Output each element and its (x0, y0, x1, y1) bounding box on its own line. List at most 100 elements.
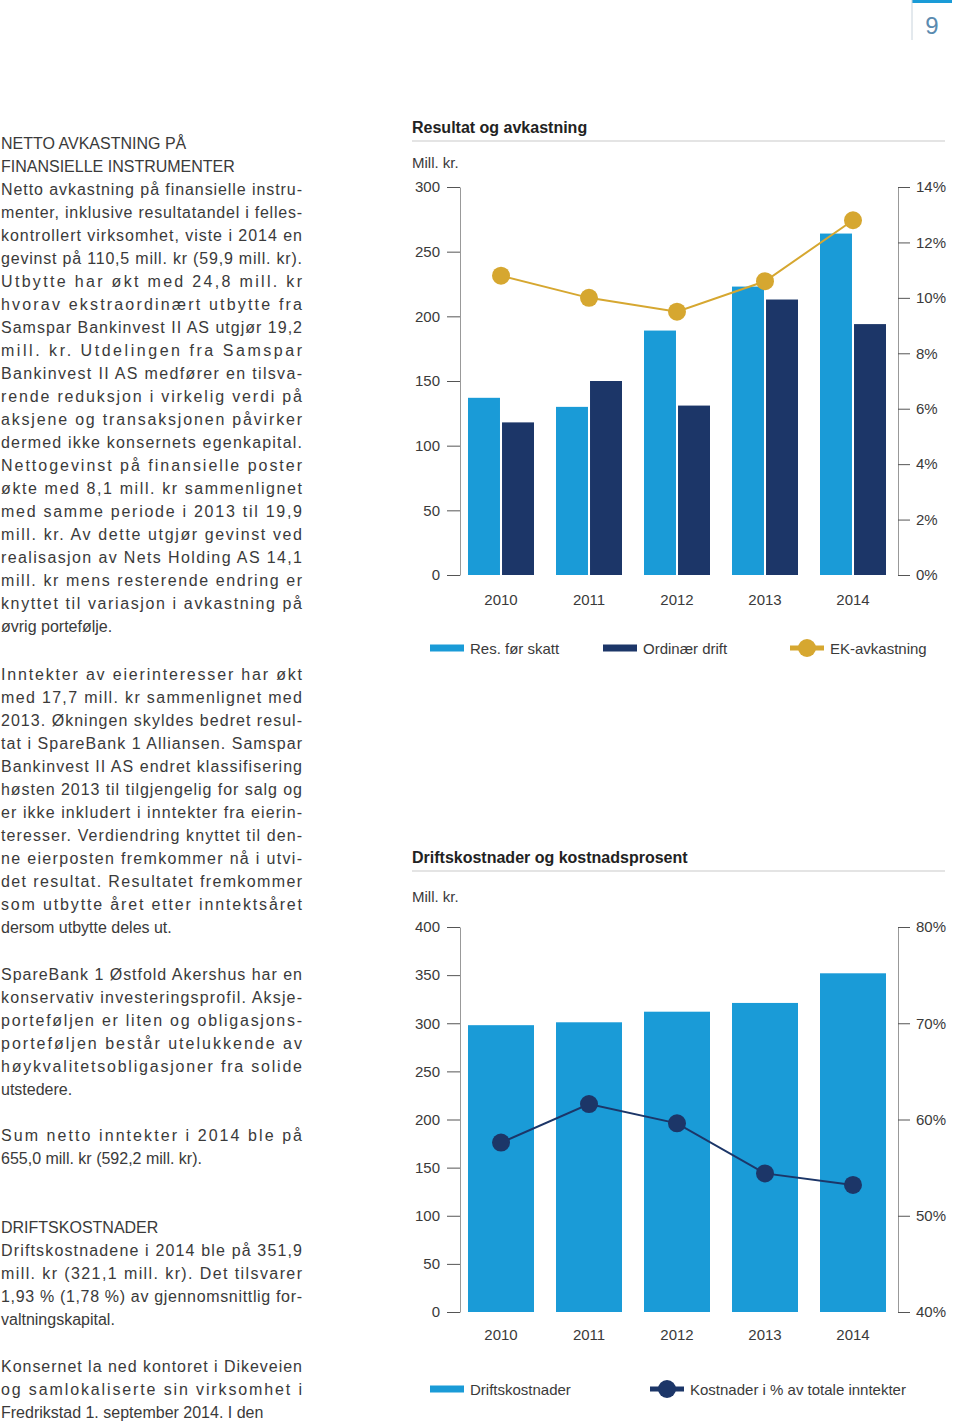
legend-label: EK-avkastning (830, 640, 927, 657)
text-line: med 17,7 mill. kr sammenlignet med (1, 689, 302, 706)
text-line: som utbytte året etter inntektsåret (1, 896, 303, 913)
text-line: ne eierposten fremkommer nå i utvi- (1, 850, 302, 867)
tick-mark (898, 520, 910, 521)
x-axis-tick: 2012 (660, 591, 693, 608)
legend-label: Kostnader i % av totale inntekter (690, 1381, 906, 1398)
tick-label: 150 (415, 1159, 440, 1176)
x-axis-tick: 2014 (836, 591, 869, 608)
text-line: Fredrikstad 1. september 2014. I den (1, 1404, 263, 1421)
text-line: mill. kr mens resterende endring er (1, 572, 303, 589)
x-axis-tick: 2011 (573, 591, 605, 608)
tick-label: 12% (916, 234, 946, 251)
x-axis-tick: 2013 (748, 591, 781, 608)
y2-axis-tick: 2% (898, 511, 938, 528)
legend-marker (658, 1380, 676, 1398)
y-axis: 050100150200250300350400 (415, 918, 461, 1320)
text-line: rende reduksjon i virkelig verdi på (1, 388, 302, 405)
text-line: tat i SpareBank 1 Alliansen. Samspar (1, 735, 303, 752)
tick-mark (447, 1023, 460, 1024)
heading: DRIFTSKOSTNADER (1, 1219, 158, 1236)
tick-label: 50% (916, 1207, 946, 1224)
legend: DriftskostnaderKostnader i % av totale i… (430, 1380, 906, 1398)
marker (492, 1134, 510, 1152)
text-column: NETTO AVKASTNING PÅFINANSIELLE INSTRUMEN… (1, 134, 303, 1421)
text-line: aksjene og transaksjonen påvirker (1, 411, 303, 428)
legend-item: Kostnader i % av totale inntekter (650, 1380, 906, 1398)
y2-axis-tick: 14% (898, 178, 946, 195)
tick-label: 0% (916, 566, 938, 583)
marker (492, 267, 510, 285)
text-line: hvorav ekstraordinært utbytte fra (1, 296, 302, 313)
text-line: SpareBank 1 Østfold Akershus har en (1, 966, 302, 983)
chart-title: Driftskostnader og kostnadsprosent (412, 849, 688, 866)
y-axis-tick: 200 (415, 1111, 460, 1128)
y-axis-tick: 0 (432, 1303, 460, 1320)
y-axis: 050100150200250300 (415, 178, 461, 583)
plot-area (468, 973, 886, 1312)
y2-axis-tick: 0% (898, 566, 938, 583)
tick-label: 2010 (484, 591, 517, 608)
title-rule (412, 141, 945, 142)
chart: Driftskostnader og kostnadsprosentMill. … (412, 849, 946, 1399)
bar (820, 973, 886, 1312)
marker (756, 272, 774, 290)
text-line: og samlokaliserte sin virksomhet i (1, 1381, 302, 1398)
y2-axis-tick: 60% (898, 1111, 946, 1128)
tick-label: 300 (415, 178, 440, 195)
marker (844, 1176, 862, 1194)
y2-axis-tick: 4% (898, 455, 938, 472)
text-line: Sum netto inntekter i 2014 ble på (1, 1127, 302, 1144)
tick-mark (898, 464, 910, 465)
tick-mark (898, 1120, 910, 1121)
y-axis-tick: 400 (415, 918, 460, 935)
marker (668, 1114, 686, 1132)
tick-mark (447, 510, 460, 511)
y2-axis: 40%50%60%70%80% (898, 918, 946, 1320)
text-line: menter, inklusive resultatandel i felles… (1, 204, 302, 221)
legend-swatch (430, 1386, 464, 1393)
text-line: knyttet til variasjon i avkastning på (1, 595, 302, 612)
tick-label: 250 (415, 243, 440, 260)
x-axis-tick: 2010 (484, 1326, 517, 1343)
text-line: mill. kr. Utdelingen fra Samspar (1, 342, 303, 359)
y-axis-line (460, 928, 461, 1313)
marker (580, 1095, 598, 1113)
text-line: Samspar Bankinvest II AS utgjør 19,2 (1, 319, 302, 336)
tick-mark (447, 1216, 460, 1217)
tick-mark (447, 927, 460, 928)
text-line: Bankinvest II AS endret klassifisering (1, 758, 302, 775)
tick-label: 2012 (660, 591, 693, 608)
tick-mark (447, 187, 460, 188)
tick-label: 2% (916, 511, 938, 528)
tick-label: 2013 (748, 1326, 781, 1343)
text-line: Netto avkastning på finansielle instru- (1, 181, 302, 198)
tick-mark (898, 1023, 910, 1024)
marker (756, 1164, 774, 1182)
y2-axis-tick: 70% (898, 1015, 946, 1032)
text-line: Driftskostnadene i 2014 ble på 351,9 (1, 1242, 302, 1259)
tick-label: 2013 (748, 591, 781, 608)
text-line: valtningskapital. (1, 1311, 115, 1328)
tick-mark (898, 242, 910, 243)
tick-label: 400 (415, 918, 440, 935)
title-rule (412, 871, 945, 872)
tick-mark (898, 1312, 910, 1313)
tick-label: 40% (916, 1303, 946, 1320)
x-axis-tick: 2010 (484, 591, 517, 608)
tick-mark (447, 1071, 460, 1072)
tick-label: 100 (415, 437, 440, 454)
tick-label: 2014 (836, 591, 869, 608)
x-axis: 2010 2011 2012 2013 2014 (484, 591, 869, 608)
tick-label: 0 (432, 1303, 440, 1320)
tick-label: 8% (916, 345, 938, 362)
page-marker (912, 0, 952, 3)
marker (668, 303, 686, 321)
bar (644, 331, 676, 575)
chart: Resultat og avkastningMill. kr.050100150… (412, 119, 946, 658)
tick-label: 2012 (660, 1326, 693, 1343)
bar (556, 1022, 622, 1312)
legend-swatch (430, 645, 464, 652)
tick-mark (898, 353, 910, 354)
legend-item: Res. før skatt (430, 640, 560, 657)
tick-mark (447, 575, 460, 576)
